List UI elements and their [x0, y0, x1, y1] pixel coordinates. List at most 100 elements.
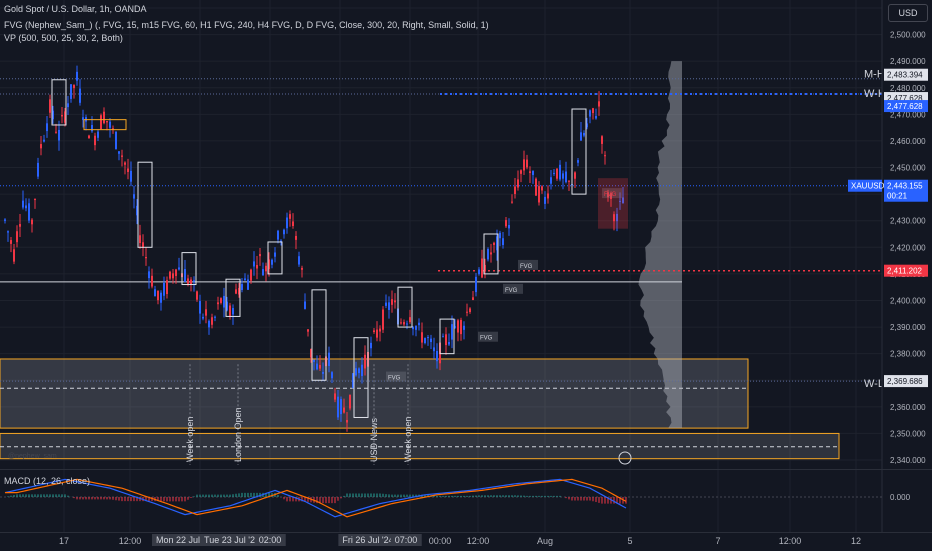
- candle-body: [568, 181, 570, 182]
- candle-body: [124, 162, 126, 164]
- candle-body: [40, 144, 42, 148]
- candle-body: [22, 201, 24, 208]
- time-tick: 7: [715, 536, 720, 546]
- candle-body: [385, 303, 387, 306]
- candle-body: [49, 99, 51, 112]
- candle-body: [340, 399, 342, 414]
- candle-body: [286, 218, 288, 229]
- candle-body: [220, 298, 222, 303]
- candle-body: [337, 397, 339, 418]
- time-tick: 12: [851, 536, 861, 546]
- session-label: London Open: [233, 407, 243, 462]
- candle-body: [118, 151, 120, 154]
- candle-body: [370, 343, 372, 348]
- candle-body: [247, 279, 249, 289]
- candle-body: [346, 420, 348, 423]
- candle-body: [277, 231, 279, 240]
- candle-body: [574, 172, 576, 178]
- candle-body: [244, 278, 246, 280]
- watermark: @nephew_sam_: [8, 453, 61, 460]
- candle-body: [592, 108, 594, 113]
- candle-body: [532, 171, 534, 175]
- candle-body: [13, 249, 15, 261]
- candle-body: [211, 317, 213, 324]
- candle-body: [127, 169, 129, 172]
- candle-body: [148, 271, 150, 278]
- candle-body: [349, 395, 351, 409]
- candle-body: [166, 280, 168, 294]
- candle-body: [262, 269, 264, 275]
- candle-body: [229, 306, 231, 318]
- candle-body: [307, 329, 309, 331]
- candle-body: [520, 170, 522, 174]
- macd-zero-label: 0.000: [890, 493, 911, 502]
- candle-body: [376, 330, 378, 338]
- candle-body: [535, 179, 537, 196]
- candle-body: [505, 220, 507, 226]
- candle-body: [100, 115, 102, 129]
- candle-body: [601, 136, 603, 144]
- candle-body: [46, 123, 48, 131]
- candle-body: [550, 177, 552, 183]
- session-box: [572, 109, 586, 194]
- candle-body: [289, 214, 291, 219]
- candle-body: [577, 160, 579, 163]
- candle-body: [43, 140, 45, 142]
- time-tick: Fri 26 Jul '24: [338, 534, 397, 546]
- currency-button[interactable]: USD: [888, 4, 928, 22]
- candle-body: [103, 112, 105, 123]
- price-tick: 2,390.000: [890, 323, 926, 332]
- candle-body: [259, 254, 261, 256]
- candle-body: [37, 163, 39, 177]
- candle-body: [304, 301, 306, 308]
- candle-body: [529, 171, 531, 173]
- session-label: Week open: [185, 417, 195, 462]
- candle-body: [589, 110, 591, 116]
- fvg-indicator-label[interactable]: FVG (Nephew_Sam_) (, FVG, 15, m15 FVG, 6…: [4, 20, 489, 30]
- vp-indicator-label[interactable]: VP (500, 500, 25, 30, 2, Both): [4, 33, 123, 43]
- candle-body: [292, 221, 294, 226]
- candle-body: [394, 300, 396, 302]
- candle-body: [517, 179, 519, 187]
- candle-body: [256, 265, 258, 268]
- candle-body: [379, 329, 381, 332]
- candle-body: [403, 322, 405, 324]
- candle-body: [28, 203, 30, 220]
- candle-body: [97, 132, 99, 138]
- candle-body: [193, 280, 195, 281]
- candle-body: [4, 219, 6, 220]
- candle-body: [217, 302, 219, 304]
- candle-body: [151, 276, 153, 287]
- candle-body: [298, 256, 300, 264]
- candle-body: [472, 297, 474, 300]
- macd-indicator-label[interactable]: MACD (12, 26, close): [4, 476, 90, 486]
- candle-body: [295, 236, 297, 240]
- candle-body: [10, 240, 12, 244]
- pane-separator[interactable]: [0, 469, 932, 470]
- candle-body: [580, 132, 582, 140]
- price-tick: 2,480.000: [890, 84, 926, 93]
- candle-body: [451, 324, 453, 339]
- price-tick: 2,460.000: [890, 137, 926, 146]
- candle-body: [25, 205, 27, 208]
- time-tick: 12:00: [467, 536, 490, 546]
- candle-body: [301, 268, 303, 270]
- price-label: 00:21: [887, 192, 908, 201]
- price-tick: 2,360.000: [890, 403, 926, 412]
- candle-body: [460, 320, 462, 334]
- candle-body: [499, 233, 501, 238]
- candle-body: [157, 291, 159, 300]
- candle-body: [508, 225, 510, 228]
- candle-body: [70, 84, 72, 99]
- candle-body: [523, 159, 525, 170]
- time-tick: 07:00: [391, 534, 422, 546]
- time-tick: 17: [59, 536, 69, 546]
- candle-body: [358, 368, 360, 373]
- price-tick: 2,430.000: [890, 217, 926, 226]
- candle-body: [442, 336, 444, 337]
- fvg-tag: FVG: [388, 376, 401, 382]
- candle-body: [604, 155, 606, 156]
- candle-body: [19, 224, 21, 227]
- fvg-tag: FVG: [505, 288, 518, 294]
